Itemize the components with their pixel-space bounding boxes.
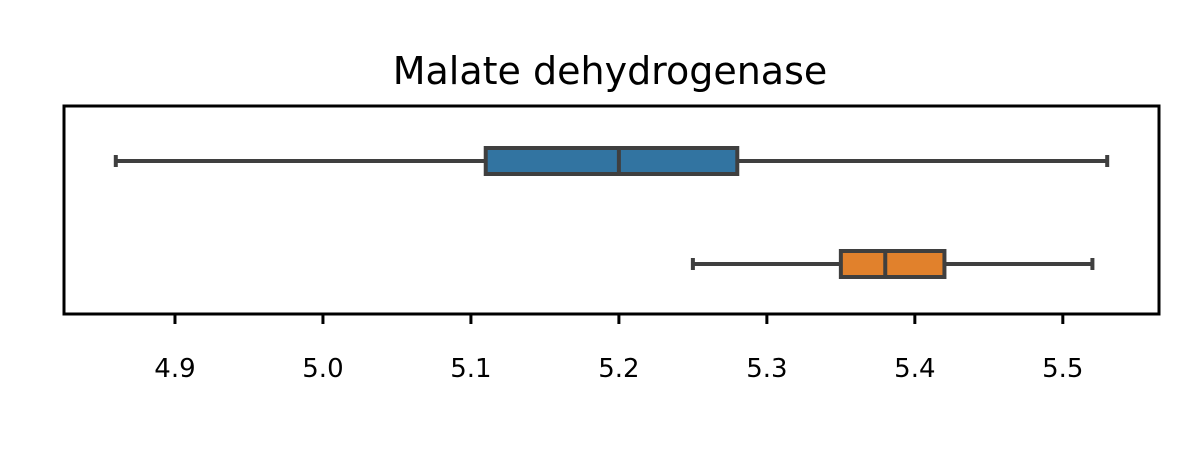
x-tick-label-2: 5.1 [450,354,491,384]
x-tick-label-4: 5.3 [746,354,787,384]
x-tick-label-6: 5.5 [1042,354,1083,384]
chart-title: Malate dehydrogenase [393,49,828,93]
x-tick-label-3: 5.2 [598,354,639,384]
axes-frame [62,104,1161,316]
box-1 [483,146,740,176]
plot-area: 4.9 5.0 5.1 5.2 5.3 5.4 5.5 [62,104,1161,384]
x-tick-label-0: 4.9 [154,354,195,384]
x-tick-label-1: 5.0 [302,354,343,384]
x-tick-label-5: 5.4 [894,354,935,384]
box-2 [838,249,947,279]
